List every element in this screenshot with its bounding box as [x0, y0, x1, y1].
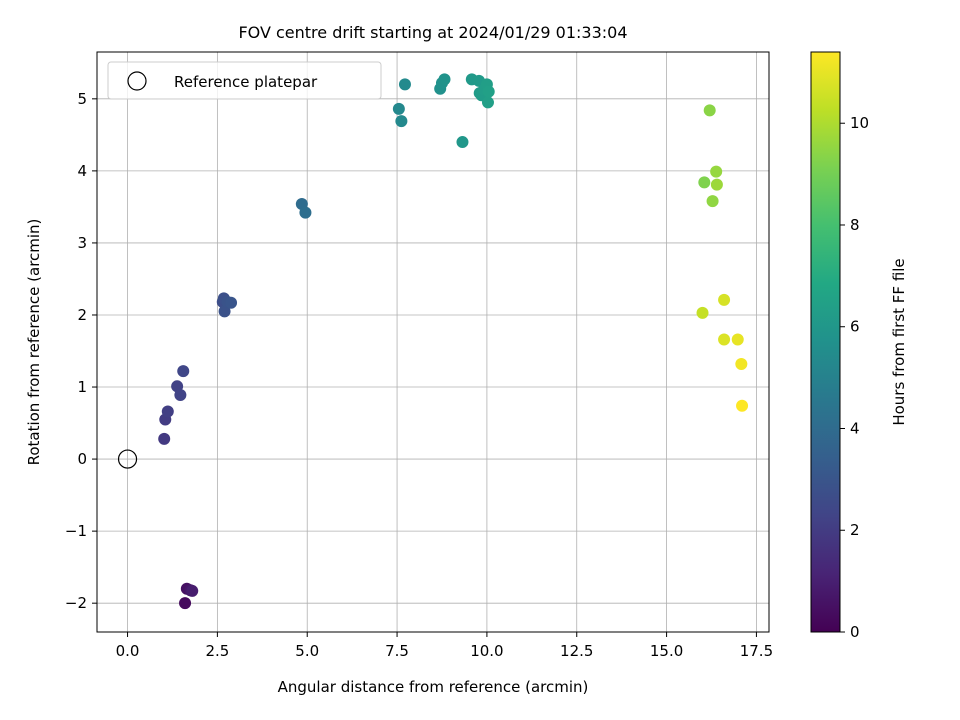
data-point [706, 195, 719, 208]
data-point [395, 115, 408, 128]
colorbar-tick-label: 0 [850, 623, 860, 641]
data-point [481, 96, 494, 109]
data-point [179, 597, 192, 610]
axes: 0.0 2.5 5.0 7.5 10.0 12.5 15.0 17.5 −2 −1 0 1 2 3 4 5 [65, 90, 773, 660]
data-point [718, 333, 731, 346]
y-tick-label: 0 [77, 450, 87, 468]
colorbar-tick-label: 4 [850, 419, 860, 437]
data-point [177, 365, 190, 378]
reference-marker [117, 449, 138, 469]
data-point [731, 333, 744, 346]
legend-box [107, 61, 382, 100]
legend-reference-marker [127, 71, 147, 91]
grid [97, 52, 769, 632]
data-point [186, 584, 199, 597]
data-point [225, 296, 238, 309]
y-tick-label: 4 [77, 162, 87, 180]
x-tick-label: 17.5 [740, 642, 773, 660]
data-point [398, 78, 411, 91]
colorbar-tick-label: 8 [850, 216, 860, 234]
y-tick-label: 5 [77, 90, 87, 108]
colorbar-label: Hours from first FF file [890, 258, 908, 425]
chart-title: FOV centre drift starting at 2024/01/29 … [238, 23, 627, 42]
colorbar-tick-label: 10 [850, 114, 869, 132]
x-axis-label: Angular distance from reference (arcmin) [278, 678, 589, 696]
data-points [117, 73, 749, 610]
colorbar-tick-label: 2 [850, 521, 860, 539]
x-tick-label: 7.5 [385, 642, 409, 660]
colorbar-ticks: 0 2 4 6 8 10 [840, 114, 869, 641]
data-point [174, 388, 187, 401]
data-point [696, 306, 709, 319]
data-point [456, 136, 469, 149]
y-tick-label: 3 [77, 234, 87, 252]
data-point [698, 176, 711, 189]
x-tick-label: 12.5 [560, 642, 593, 660]
data-point [392, 102, 405, 115]
data-point [158, 432, 171, 445]
data-point [735, 357, 748, 370]
y-tick-label: 2 [77, 306, 87, 324]
x-tick-label: 5.0 [295, 642, 319, 660]
data-point [718, 293, 731, 306]
x-tick-label: 10.0 [470, 642, 503, 660]
plot-frame [96, 51, 770, 633]
colorbar-gradient [810, 51, 841, 633]
data-point [710, 165, 723, 178]
data-point [703, 104, 716, 117]
x-tick-label: 2.5 [205, 642, 229, 660]
y-tick-label: −1 [65, 522, 87, 540]
x-tick-label: 15.0 [650, 642, 683, 660]
legend: Reference platepar [107, 61, 382, 100]
y-tick-label: 1 [77, 378, 87, 396]
data-point [438, 73, 451, 86]
x-tick-label: 0.0 [116, 642, 140, 660]
y-axis-label: Rotation from reference (arcmin) [25, 219, 43, 466]
data-point [482, 85, 495, 98]
data-point [218, 305, 231, 318]
colorbar: 0 2 4 6 8 10 Hours from first FF file [810, 51, 908, 641]
data-point [736, 399, 749, 412]
colorbar-tick-label: 6 [850, 318, 860, 336]
data-point [299, 206, 312, 219]
data-point [161, 405, 174, 418]
legend-reference-label: Reference platepar [174, 73, 318, 91]
y-tick-label: −2 [65, 594, 87, 612]
data-point [710, 178, 723, 191]
